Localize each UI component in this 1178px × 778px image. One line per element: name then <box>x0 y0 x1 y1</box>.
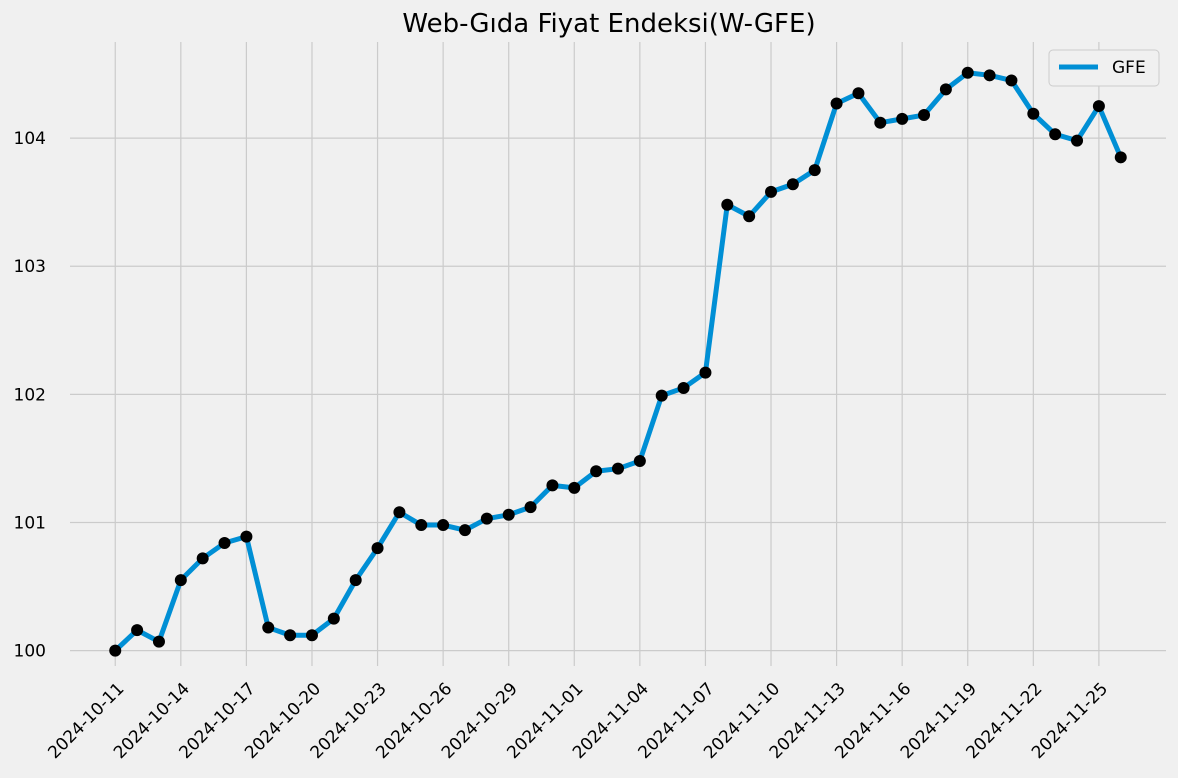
data-point-marker <box>218 536 231 549</box>
data-point-marker <box>458 524 471 537</box>
data-point-marker <box>590 465 603 478</box>
data-point-marker <box>808 164 821 177</box>
data-point-marker <box>1114 151 1127 164</box>
data-point-marker <box>1049 128 1062 141</box>
y-tick-label: 103 <box>14 257 46 277</box>
legend-box <box>1048 49 1160 87</box>
y-axis-ticks: 100 101 102 103 104 <box>14 129 46 662</box>
data-point-marker <box>240 530 253 543</box>
data-point-marker <box>327 612 340 625</box>
data-point-marker <box>502 508 515 521</box>
data-point-marker <box>655 389 668 402</box>
y-tick-label: 100 <box>14 642 46 662</box>
series-gfe <box>109 66 1127 657</box>
data-point-marker <box>437 519 450 532</box>
data-point-marker <box>196 552 209 565</box>
data-point-marker <box>1027 107 1040 120</box>
data-point-marker <box>939 83 952 96</box>
y-tick-label: 104 <box>14 129 46 149</box>
data-point-marker <box>633 454 646 467</box>
data-point-marker <box>284 629 297 642</box>
data-point-marker <box>830 97 843 110</box>
data-point-marker <box>699 366 712 379</box>
data-point-marker <box>743 210 756 223</box>
y-tick-label: 101 <box>14 513 46 533</box>
data-point-marker <box>152 635 165 648</box>
data-point-marker <box>961 66 974 79</box>
data-point-marker <box>131 624 144 637</box>
data-point-marker <box>852 87 865 100</box>
chart-title: Web-Gıda Fiyat Endeksi(W-GFE) <box>402 9 815 39</box>
data-point-marker <box>612 462 624 475</box>
legend-label-gfe: GFE <box>1112 58 1146 78</box>
x-axis-ticks: 2024-10-112024-10-142024-10-172024-10-20… <box>44 679 1112 763</box>
data-point-marker <box>786 178 799 191</box>
data-point-marker <box>765 185 778 198</box>
data-point-marker <box>393 506 406 519</box>
data-point-marker <box>1005 74 1018 87</box>
data-point-marker <box>174 574 187 587</box>
data-point-marker <box>546 479 559 492</box>
data-point-marker <box>677 381 690 394</box>
data-point-marker <box>371 542 384 555</box>
data-point-marker <box>524 501 537 514</box>
data-point-marker <box>349 574 362 587</box>
data-point-marker <box>480 512 493 525</box>
series-line-gfe <box>113 70 1124 653</box>
data-point-marker <box>305 629 318 642</box>
data-point-marker <box>896 112 909 125</box>
data-point-marker <box>918 109 931 122</box>
data-point-marker <box>721 198 734 211</box>
data-point-marker <box>262 621 275 634</box>
data-point-marker <box>1071 134 1084 147</box>
grid-lines <box>70 42 1166 666</box>
y-tick-label: 102 <box>14 385 46 405</box>
data-point-marker <box>415 519 428 532</box>
data-point-marker <box>568 481 581 494</box>
legend: GFE <box>1048 49 1160 87</box>
data-point-marker <box>1092 100 1105 113</box>
data-point-marker <box>983 69 996 82</box>
data-point-marker <box>109 644 122 657</box>
data-point-marker <box>874 116 887 129</box>
